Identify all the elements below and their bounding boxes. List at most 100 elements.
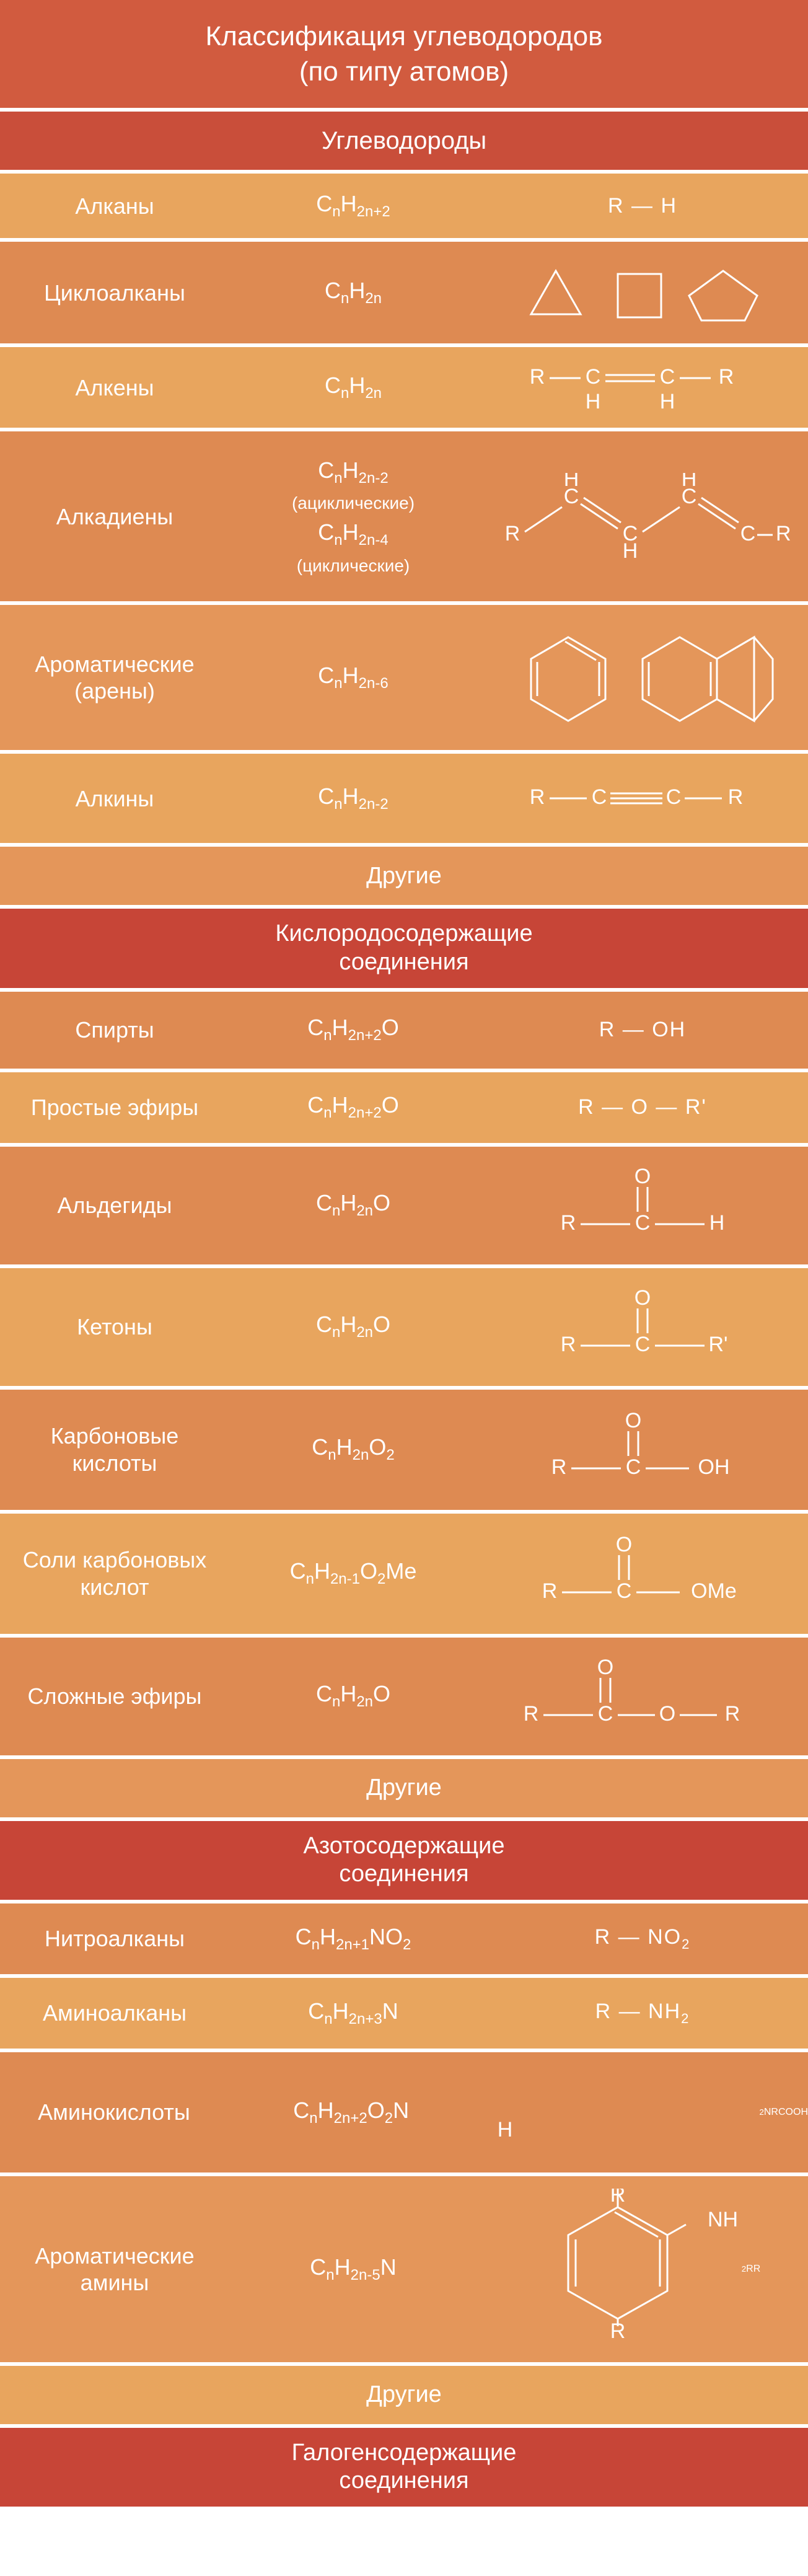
svg-text:H: H [623,539,638,560]
compound-structure: RCCR [477,780,808,817]
svg-text:OMe: OMe [691,1579,737,1603]
svg-text:H: H [682,473,697,491]
compound-formula: CnH2nO [229,1681,477,1711]
compound-formula: CnH2n+1NO2 [229,1924,477,1954]
compound-row: Соли карбоновыхкислотCnH2n-1O2MeOCROMe [0,1514,808,1638]
compound-name: Алканы [0,193,229,219]
svg-text:C: C [592,785,607,809]
compound-structure: RCHCHR [477,359,808,415]
compound-name: Кетоны [0,1313,229,1340]
compound-formula: CnH2n-6 [229,663,477,692]
compound-name: Карбоновыекислоты [0,1423,229,1476]
compound-structure: R — NH2 [477,2000,808,2027]
compound-structure: OCROMe [477,1527,808,1620]
svg-text:R: R [725,1702,740,1726]
compound-structure: OCROR [477,1650,808,1743]
compound-formula: CnH2n+2O [229,1092,477,1122]
section-header: Галогенсодержащиесоединения [0,2428,808,2510]
compound-structure: OCROH [477,1403,808,1496]
svg-text:R: R [530,365,545,389]
svg-text:R: R [524,1702,539,1726]
compound-formula: CnH2n [229,278,477,307]
svg-text:NH: NH [708,2208,738,2231]
svg-text:C: C [635,1333,651,1356]
compound-formula: CnH2n+3N [229,1998,477,2028]
compound-name: Нитроалканы [0,1925,229,1952]
section-header: Азотосодержащиесоединения [0,1821,808,1903]
compound-name: Ароматическиеамины [0,2243,229,2296]
compound-row: АлкеныCnH2nRCHCHR [0,347,808,431]
compound-row: АлкадиеныCnH2n-2(ациклические)CnH2n-4(ци… [0,431,808,605]
compound-structure [477,625,808,730]
compound-row: АлкиныCnH2n-2 R C C R [0,754,808,847]
compound-structure: R — H [477,194,808,218]
compound-name: Циклоалканы [0,280,229,306]
other-row: Другие [0,2366,808,2428]
compound-row: КарбоновыекислотыCnH2nO2OCROH [0,1390,808,1514]
compound-formula: CnH2n+2O2N [228,2097,475,2127]
compound-structure: R — NO2 [477,1925,808,1952]
compound-formula: CnH2n+2O [229,1015,477,1044]
compound-name: Алкины [0,785,229,812]
compound-formula: CnH2nO2 [229,1434,477,1464]
compound-formula: CnH2n [229,373,477,402]
svg-text:H: H [709,1211,725,1235]
svg-text:R: R [530,785,545,809]
compound-structure: OC R R' [477,1281,808,1374]
compound-structure: OC R H [477,1159,808,1252]
compound-row: АминоалканыCnH2n+3NR — NH2 [0,1978,808,2052]
svg-text:O: O [635,1286,651,1310]
compound-structure: R — OH [477,1018,808,1042]
main-title: Классификация углеводородов(по типу атом… [0,0,808,112]
svg-text:C: C [740,522,756,545]
compound-name: Простые эфиры [0,1094,229,1121]
compound-row: Сложные эфирыCnH2nOOCROR [0,1638,808,1759]
svg-text:H: H [586,390,601,413]
compound-row: АроматическиеаминыCnH2n-5NRRNH2RR [0,2176,808,2366]
svg-text:C: C [626,1455,641,1479]
svg-text:O: O [616,1533,632,1556]
svg-text:C: C [617,1579,632,1603]
svg-text:R': R' [708,1333,727,1356]
compound-row: АлканыCnH2n+2R — H [0,174,808,242]
svg-text:C: C [660,365,675,389]
svg-text:R: R [776,522,791,545]
compound-name: Алкены [0,374,229,401]
svg-text:OH: OH [698,1455,730,1479]
svg-text:C: C [635,1211,651,1235]
section-header: Углеводороды [0,112,808,174]
compound-name: Альдегиды [0,1192,229,1219]
compound-name: Аминоалканы [0,2000,229,2026]
svg-text:R: R [719,365,734,389]
section-header: Кислородосодержащиесоединения [0,909,808,991]
svg-text:R: R [561,1211,576,1235]
svg-text:R: R [505,522,520,545]
compound-formula: CnH2n+2 [229,191,477,221]
svg-text:O: O [625,1409,641,1432]
compound-structure: RCHCHCHCR [477,473,808,560]
other-row: Другие [0,847,808,909]
compound-name: Алкадиены [0,503,229,530]
compound-row: Простые эфирыCnH2n+2OR — O — R' [0,1072,808,1147]
svg-text:R: R [561,1333,576,1356]
compound-formula: CnH2n-5N [229,2254,477,2284]
compound-row: НитроалканыCnH2n+1NO2R — NO2 [0,1903,808,1978]
compound-row: КетоныCnH2nO OC R R' [0,1268,808,1390]
svg-text:H: H [498,2118,513,2142]
svg-text:O: O [597,1656,613,1679]
svg-text:H: H [564,473,579,491]
compound-formula: CnH2n-2 [229,783,477,813]
compound-formula: CnH2nO [229,1190,477,1220]
svg-text:O: O [635,1165,651,1188]
compound-row: Ароматические(арены)CnH2n-6 [0,605,808,754]
compound-formula: CnH2nO [229,1312,477,1341]
compound-row: ЦиклоалканыCnH2n [0,242,808,347]
svg-text:R: R [728,785,744,809]
compound-name: Ароматические(арены) [0,651,229,704]
compound-name: Спирты [0,1017,229,1043]
svg-text:C: C [666,785,682,809]
compound-formula: CnH2n-2(ациклические)CnH2n-4(циклические… [229,457,477,575]
compound-row: СпиртыCnH2n+2OR — OH [0,992,808,1072]
other-row: Другие [0,1759,808,1821]
compound-name: Сложные эфиры [0,1683,229,1709]
